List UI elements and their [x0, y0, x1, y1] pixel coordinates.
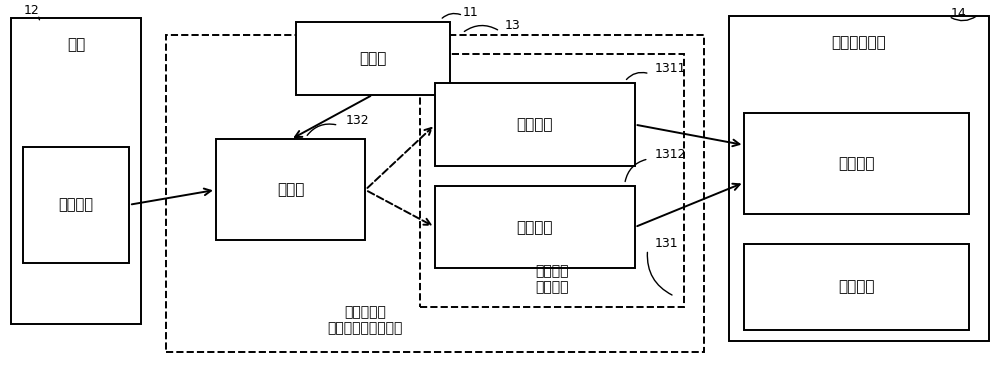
Text: 声卡: 声卡	[67, 37, 85, 52]
Bar	[23, 147, 129, 263]
Bar	[744, 244, 969, 330]
Text: 11: 11	[463, 6, 479, 19]
Text: 131: 131	[655, 238, 678, 250]
Bar	[435, 83, 635, 165]
Text: 待测移动终端: 待测移动终端	[832, 35, 886, 50]
Text: 直通电路: 直通电路	[517, 220, 553, 235]
Bar	[216, 139, 365, 240]
Text: 1311: 1311	[655, 62, 686, 75]
Text: 计算机: 计算机	[359, 51, 387, 66]
Bar	[744, 113, 969, 214]
Text: 声卡输出: 声卡输出	[59, 197, 94, 212]
Text: 12: 12	[23, 4, 39, 17]
Bar	[420, 54, 684, 308]
Text: 13: 13	[505, 19, 521, 32]
Bar	[166, 35, 704, 352]
Text: 控制器: 控制器	[277, 182, 304, 197]
Text: 14: 14	[951, 7, 966, 20]
Bar	[729, 16, 989, 341]
Text: 1312: 1312	[655, 148, 686, 161]
Bar	[435, 186, 635, 268]
Text: 至少一个
音频电路: 至少一个 音频电路	[536, 264, 569, 294]
Text: 偏置电路: 偏置电路	[517, 117, 553, 132]
Text: 132: 132	[345, 114, 369, 127]
Text: 麦克通道: 麦克通道	[838, 156, 875, 171]
Bar	[11, 18, 141, 324]
Bar	[296, 22, 450, 95]
Text: 移动终端的
音频测试接口适配器: 移动终端的 音频测试接口适配器	[327, 305, 403, 336]
Text: 耳机接口: 耳机接口	[838, 279, 875, 294]
